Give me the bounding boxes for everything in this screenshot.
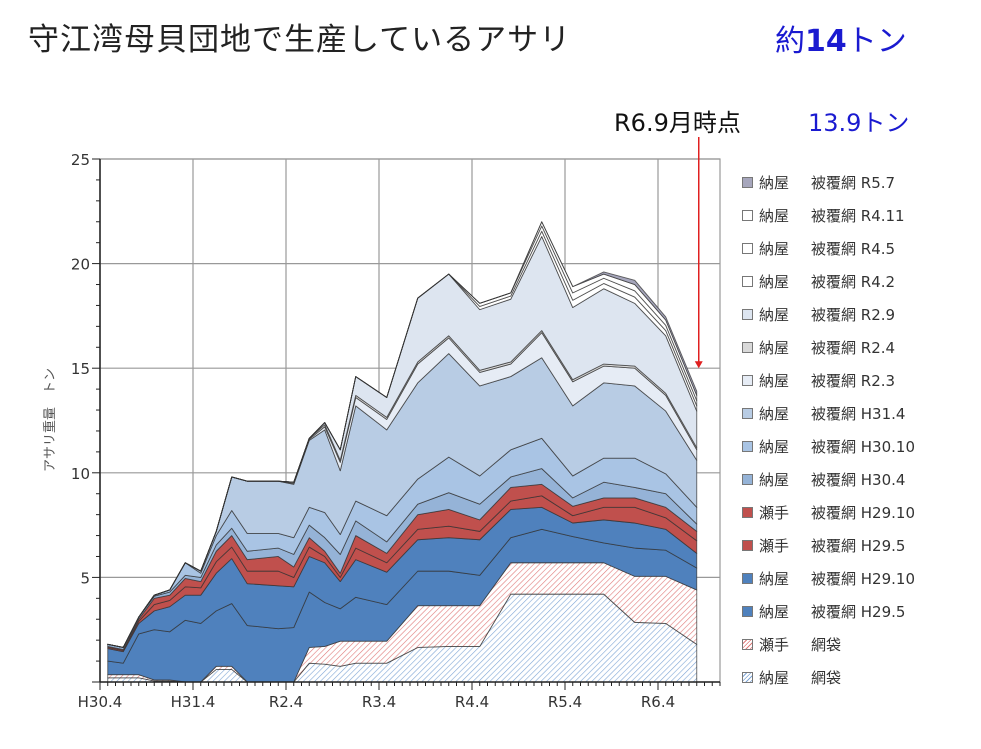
x-tick-label: R6.4	[641, 693, 675, 711]
legend-item: 納屋 被覆網 R4.5	[742, 232, 915, 265]
area-series-15	[107, 221, 698, 648]
total-unit: トン	[846, 24, 907, 59]
legend-place: 納屋	[759, 603, 790, 621]
legend-swatch	[742, 243, 753, 254]
legend-swatch	[742, 375, 753, 386]
legend-place: 納屋	[759, 174, 790, 192]
y-tick-label: 25	[71, 151, 90, 169]
legend-item: 納屋 被覆網 R4.2	[742, 265, 915, 298]
legend-label: 網袋	[811, 636, 842, 654]
annotation-arrow	[694, 137, 703, 369]
legend-item: 納屋 被覆網 H31.4	[742, 397, 915, 430]
x-tick-label: H31.4	[171, 693, 216, 711]
legend-swatch	[742, 342, 753, 353]
legend-swatch	[742, 672, 753, 683]
legend-swatch	[742, 408, 753, 419]
legend-item: 瀬手 被覆網 H29.10	[742, 496, 915, 529]
legend-item: 納屋 被覆網 R2.3	[742, 364, 915, 397]
legend: 納屋 被覆網 R5.7 納屋 被覆網 R4.11 納屋 被覆網 R4.5 納屋 被覆網 R4.…	[742, 166, 915, 694]
legend-label: 被覆網 H30.4	[811, 471, 906, 489]
legend-label: 被覆網 R2.4	[811, 339, 896, 357]
legend-place: 納屋	[759, 240, 790, 258]
legend-place: 納屋	[759, 306, 790, 324]
legend-place: 納屋	[759, 372, 790, 390]
axes: 5 10 15 20 25 H30.4 H31.4 R2.4 R3.4 R4.4 R5.4 R6.4	[71, 151, 721, 711]
legend-label: 被覆網 R2.9	[811, 306, 896, 324]
legend-label: 被覆網 R4.2	[811, 273, 896, 291]
legend-swatch	[742, 507, 753, 518]
y-tick-label: 20	[71, 256, 90, 274]
legend-swatch	[742, 177, 753, 188]
legend-swatch	[742, 210, 753, 221]
legend-label: 被覆網 R2.3	[811, 372, 896, 390]
x-tick-label: R5.4	[548, 693, 582, 711]
x-tick-label: H30.4	[78, 693, 123, 711]
legend-swatch	[742, 606, 753, 617]
legend-label: 被覆網 H31.4	[811, 405, 906, 423]
legend-item: 納屋 被覆網 H29.10	[742, 562, 915, 595]
legend-place: 納屋	[759, 273, 790, 291]
y-tick-label: 10	[71, 465, 90, 483]
legend-place: 納屋	[759, 207, 790, 225]
x-tick-label: R3.4	[362, 693, 396, 711]
legend-label: 被覆網 R4.5	[811, 240, 896, 258]
legend-label: 被覆網 R4.11	[811, 207, 905, 225]
legend-swatch	[742, 540, 753, 551]
legend-swatch	[742, 639, 753, 650]
legend-swatch	[742, 474, 753, 485]
x-tick-label: R2.4	[269, 693, 303, 711]
legend-item: 納屋 網袋	[742, 661, 915, 694]
legend-label: 被覆網 H29.5	[811, 537, 906, 555]
legend-item: 納屋 被覆網 R4.11	[742, 199, 915, 232]
annotation-value: 13.9トン	[808, 109, 910, 137]
legend-place: 納屋	[759, 405, 790, 423]
legend-place: 納屋	[759, 339, 790, 357]
legend-item: 納屋 被覆網 H30.4	[742, 463, 915, 496]
legend-label: 被覆網 H29.10	[811, 504, 915, 522]
legend-item: 瀬手 網袋	[742, 628, 915, 661]
legend-label: 被覆網 H29.5	[811, 603, 906, 621]
legend-place: 納屋	[759, 471, 790, 489]
total-amount: 約14トン	[775, 16, 907, 60]
legend-place: 納屋	[759, 438, 790, 456]
x-tick-label: R4.4	[455, 693, 489, 711]
legend-label: 被覆網 H30.10	[811, 438, 915, 456]
legend-place: 瀬手	[759, 636, 790, 654]
legend-label: 網袋	[811, 669, 842, 687]
legend-place: 瀬手	[759, 504, 790, 522]
legend-label: 被覆網 H29.10	[811, 570, 915, 588]
areas	[107, 221, 698, 683]
legend-item: 納屋 被覆網 R2.9	[742, 298, 915, 331]
legend-swatch	[742, 441, 753, 452]
legend-item: 納屋 被覆網 H29.5	[742, 595, 915, 628]
legend-item: 瀬手 被覆網 H29.5	[742, 529, 915, 562]
legend-swatch	[742, 573, 753, 584]
legend-place: 納屋	[759, 570, 790, 588]
legend-place: 納屋	[759, 669, 790, 687]
arrow-head	[694, 361, 703, 369]
annotation-label: R6.9月時点	[614, 109, 741, 137]
legend-place: 瀬手	[759, 537, 790, 555]
legend-swatch	[742, 309, 753, 320]
legend-label: 被覆網 R5.7	[811, 174, 896, 192]
y-tick-label: 5	[80, 569, 90, 587]
y-axis-label: アサリ重量 トン	[42, 368, 58, 472]
total-prefix: 約	[775, 24, 805, 59]
y-tick-label: 15	[71, 360, 90, 378]
legend-item: 納屋 被覆網 H30.10	[742, 430, 915, 463]
legend-item: 納屋 被覆網 R2.4	[742, 331, 915, 364]
slide-title: 守江湾母貝団地で生産しているアサリ	[28, 22, 572, 58]
total-number: 14	[805, 24, 847, 59]
legend-item: 納屋 被覆網 R5.7	[742, 166, 915, 199]
legend-swatch	[742, 276, 753, 287]
